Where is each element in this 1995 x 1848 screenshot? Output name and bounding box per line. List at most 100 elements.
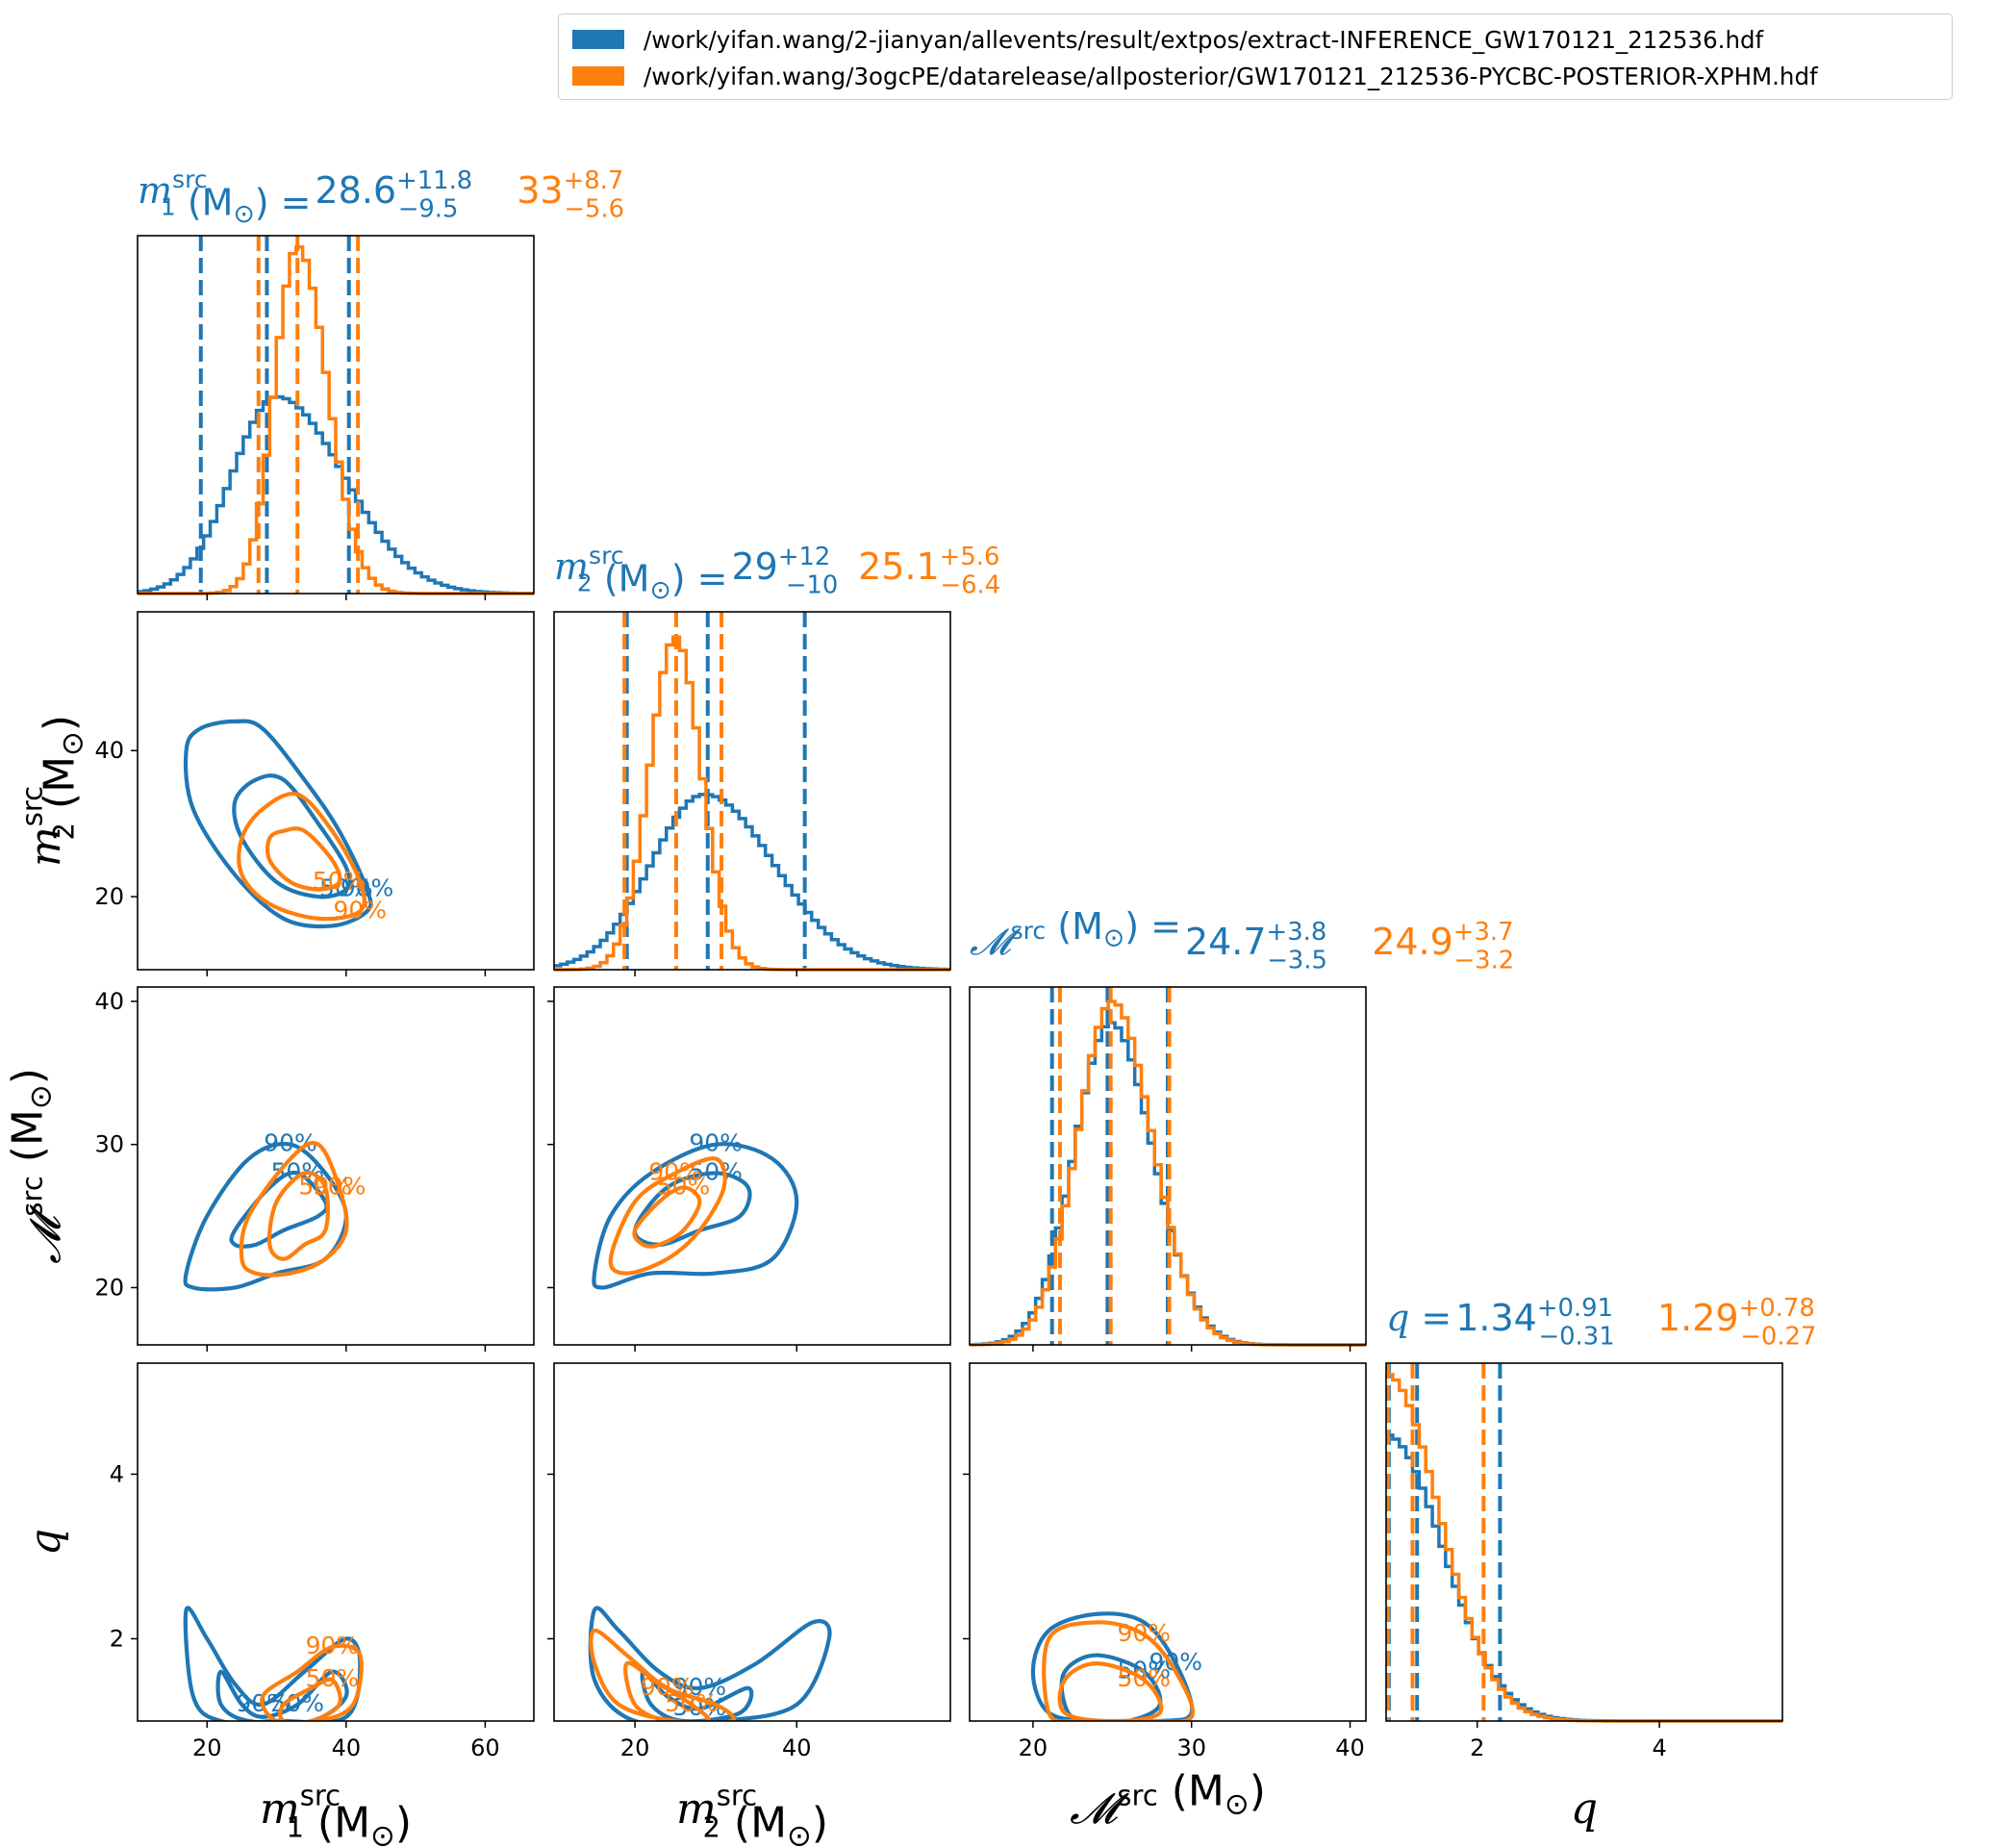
x-tick-label-m1-40: 40 — [332, 1734, 362, 1761]
legend-swatch-blue — [572, 30, 624, 49]
contour-label-q-m1-orange-90: 90% — [306, 1632, 360, 1659]
diagonal-title-orange-stat-q: 1.29+0.78 −0.27 — [1657, 1294, 1816, 1352]
x-tick-label-q-2: 2 — [1470, 1734, 1484, 1761]
y-axis-label-m2: msrc2 (M⊙) — [16, 715, 90, 867]
contour-label-q-mchirp-orange-90: 90% — [1117, 1619, 1171, 1647]
contour-q-m2-orange-50 — [623, 1660, 711, 1721]
contour-m2-m1-blue-90 — [183, 719, 373, 929]
diagonal-title-orange-stat-m2: 25.1+5.6 −6.4 — [858, 543, 1000, 600]
frame-q-m1 — [137, 1362, 535, 1722]
frame-q-m2 — [553, 1362, 951, 1722]
y-axis-label-group-q: q — [21, 1529, 70, 1556]
contour-m2-m1-orange-90 — [237, 791, 366, 922]
diagonal-title-symbol-q: q = — [1386, 1297, 1452, 1339]
diagonal-title-blue-stat-m2: 29+12 −10 — [731, 543, 838, 600]
diagonal-title-mchirp: 𝓜src (M⊙) = 24.7+3.8 −3.5 24.9+3.7 −3.2 — [970, 905, 1514, 975]
contour-q-m1-blue-50 — [215, 1669, 349, 1721]
contour-label-m2-m1-orange-90: 90% — [334, 896, 388, 924]
diagonal-title-symbol-m2: msrc 2 (M⊙) = — [554, 542, 727, 605]
diagonal-title-m1: msrc 1 (M⊙) = 28.6+11.8 −9.5 33+8.7 −5.6 — [138, 165, 624, 229]
contour-q-m2-blue-50 — [640, 1669, 754, 1721]
x-tick-label-mchirp-20: 20 — [1019, 1734, 1048, 1761]
contour-label-q-m2-orange-50: 50% — [665, 1689, 719, 1717]
y-axis-label-q: q — [21, 1529, 70, 1556]
panel-m2-m1 — [138, 612, 534, 970]
diagonal-title-symbol-mchirp: 𝓜src (M⊙) = — [970, 905, 1181, 963]
x-tick-label-m1-60: 60 — [470, 1734, 500, 1761]
contour-q-m2-blue-90 — [588, 1606, 832, 1721]
contour-q-mchirp-orange-90 — [1042, 1620, 1196, 1721]
contour-label-q-mchirp-orange-50: 50% — [1117, 1664, 1171, 1692]
y-tick-label-mchirp-20: 20 — [94, 1274, 124, 1301]
contour-q-m1-orange-90 — [260, 1643, 364, 1721]
text-layer: 20 40 20 30 40 20 40 60 2 4 20 40 20 30 40 2 4 msrc 1 (M⊙)… — [4, 165, 1817, 1848]
contour-label-q-m1-orange-50: 50% — [306, 1664, 360, 1692]
x-axis-label-mchirp: 𝓜src (M⊙) — [1070, 1767, 1266, 1834]
contour-mchirp-m2-blue-90 — [592, 1142, 799, 1290]
y-tick-label-m2-40: 40 — [94, 737, 124, 764]
panel-q-m1 — [138, 1363, 534, 1721]
legend-item-orange: /work/yifan.wang/3ogcPE/datarelease/allp… — [572, 59, 1818, 93]
x-tick-label-m2-20: 20 — [620, 1734, 650, 1761]
frame-mchirp-m1 — [137, 986, 535, 1346]
diagonal-title-q: q = 1.34+0.91 −0.31 1.29+0.78 −0.27 — [1386, 1294, 1816, 1352]
y-tick-label-m2-20: 20 — [94, 883, 124, 910]
panel-q-m2 — [554, 1363, 950, 1721]
x-axis-label-m1: msrc 1 (M⊙) — [260, 1780, 412, 1848]
contour-label-mchirp-m2-blue-90: 90% — [689, 1129, 743, 1157]
contour-mchirp-m1-orange-50 — [266, 1170, 330, 1261]
legend-swatch-orange — [572, 66, 624, 86]
x-tick-label-m2-40: 40 — [782, 1734, 812, 1761]
y-tick-label-mchirp-30: 30 — [94, 1131, 124, 1158]
contour-mchirp-m2-orange-90 — [608, 1156, 727, 1276]
x-tick-label-mchirp-30: 30 — [1176, 1734, 1206, 1761]
y-axis-label-mchirp: 𝓜src (M⊙) — [4, 1068, 70, 1264]
frame-m1-m1 — [137, 235, 535, 595]
panel-mchirp-m2 — [554, 987, 950, 1345]
frame-q-mchirp — [969, 1362, 1367, 1722]
y-tick-label-q-4: 4 — [110, 1460, 124, 1487]
histograms-layer — [138, 236, 1782, 1723]
frame-mchirp-m2 — [553, 986, 951, 1346]
contour-q-m2-orange-90 — [589, 1628, 736, 1721]
x-tick-label-mchirp-40: 40 — [1335, 1734, 1365, 1761]
frame-q-q — [1385, 1362, 1783, 1722]
panel-m2-m2 — [554, 612, 950, 970]
legend-label-orange: /work/yifan.wang/3ogcPE/datarelease/allp… — [644, 62, 1818, 90]
x-axis-label-m2: msrc 2 (M⊙) — [676, 1780, 828, 1848]
panel-mchirp-m1 — [138, 987, 534, 1345]
contour-label-mchirp-m1-orange-50: 50% — [298, 1172, 352, 1200]
x-axis-label-q: q — [1571, 1785, 1598, 1834]
diagonal-title-m2: msrc 2 (M⊙) = 29+12 −10 25.1+5.6 −6.4 — [554, 542, 1000, 605]
diagonal-title-blue-stat-m1: 28.6+11.8 −9.5 — [315, 166, 472, 224]
contour-q-m1-orange-50 — [278, 1677, 342, 1721]
frame-m2-m2 — [553, 611, 951, 971]
diagonal-title-orange-stat-m1: 33+8.7 −5.6 — [517, 166, 624, 224]
contour-m2-m1-blue-50 — [232, 773, 352, 899]
diagonal-title-orange-stat-mchirp: 24.9+3.7 −3.2 — [1372, 918, 1514, 975]
panel-q-q — [1386, 1363, 1782, 1721]
x-tick-label-m1-20: 20 — [192, 1734, 222, 1761]
contour-label-mchirp-m2-orange-90: 90% — [648, 1157, 702, 1185]
contour-m2-m1-orange-50 — [265, 826, 342, 892]
y-axis-label-group-mchirp: 𝓜src (M⊙) — [4, 1068, 70, 1264]
frame-mchirp-mchirp — [969, 986, 1367, 1346]
diagonal-title-symbol-m1: msrc 1 (M⊙) = — [138, 165, 311, 229]
diagonal-title-blue-stat-mchirp: 24.7+3.8 −3.5 — [1185, 918, 1327, 975]
contour-mchirp-m2-orange-50 — [632, 1185, 702, 1249]
legend-label-blue: /work/yifan.wang/2-jianyan/allevents/res… — [644, 25, 1764, 54]
panels-layer — [138, 236, 1782, 1721]
contour-label-mchirp-m2-orange-50: 50% — [657, 1172, 711, 1200]
y-tick-label-q-2: 2 — [110, 1625, 124, 1652]
contour-q-mchirp-orange-50 — [1057, 1661, 1164, 1721]
panel-m1-m1 — [138, 236, 534, 594]
x-tick-label-q-4: 4 — [1652, 1734, 1666, 1761]
histogram-m2-blue — [554, 793, 950, 972]
contour-q-mchirp-blue-50 — [1059, 1653, 1163, 1721]
contour-mchirp-m1-orange-90 — [239, 1141, 349, 1278]
diagonal-title-blue-stat-q: 1.34+0.91 −0.31 — [1455, 1294, 1614, 1352]
contour-label-mchirp-m1-orange-90: 90% — [313, 1172, 366, 1200]
y-axis-label-group-m2: msrc2 (M⊙) — [16, 715, 90, 867]
frame-m2-m1 — [137, 611, 535, 971]
